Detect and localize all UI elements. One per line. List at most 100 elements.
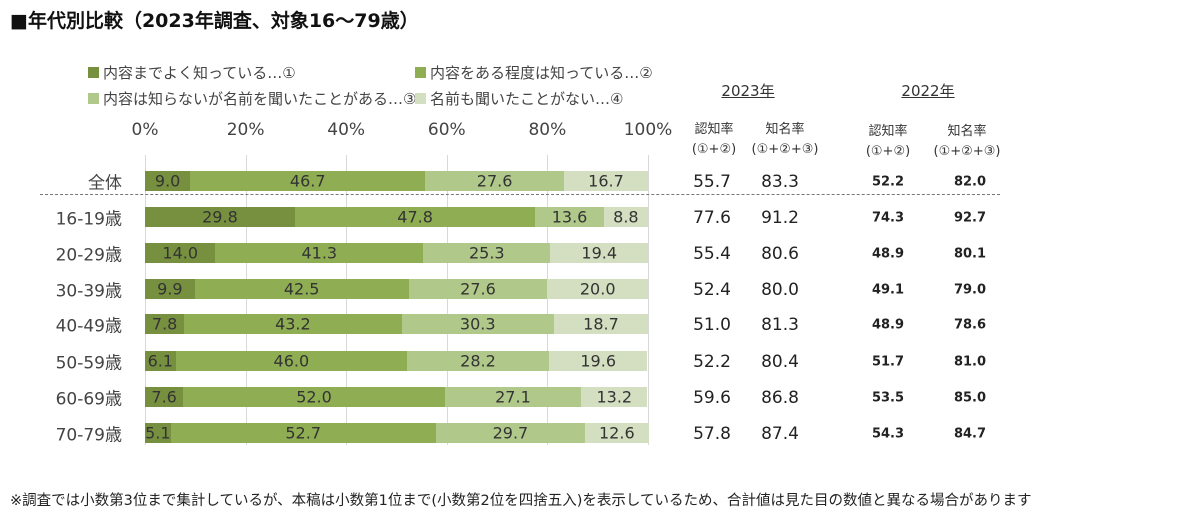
- data-label: 29.8: [202, 207, 238, 227]
- table-value: 52.4: [693, 280, 731, 300]
- bar-segment: [401, 314, 554, 334]
- gridline: [145, 155, 146, 445]
- header-awareness-sub-2023: (①+②+③): [751, 142, 819, 157]
- gridline: [245, 155, 247, 445]
- table-value: 85.0: [953, 390, 987, 406]
- legend-item-3: 内容は知らないが名前を聞いたことがある…③: [88, 88, 416, 109]
- table-value: 78.6: [953, 317, 987, 333]
- table-value: 55.7: [693, 172, 731, 192]
- bar-segment: [145, 243, 216, 263]
- table-value: 52.2: [871, 174, 905, 190]
- category-label: 全体: [88, 173, 122, 194]
- category-label: 30-39歳: [55, 281, 122, 302]
- header-recognition-2022: 認知率: [868, 124, 908, 139]
- x-tick-label: 100%: [623, 120, 673, 140]
- legend-label: 内容までよく知っている…①: [103, 64, 296, 82]
- data-label: 42.5: [283, 279, 320, 299]
- page-title: ■年代別比較（2023年調査、対象16〜79歳）: [10, 10, 419, 32]
- bar-segment: [550, 243, 648, 263]
- data-label: 16.7: [588, 171, 624, 191]
- table-value: 48.9: [871, 246, 905, 262]
- table-value: 57.8: [693, 424, 731, 444]
- bar-segment: [145, 171, 191, 191]
- category-label: 16-19歳: [55, 209, 122, 230]
- header-awareness-sub-2022: (①+②+③): [933, 144, 1001, 159]
- data-label: 43.2: [275, 314, 311, 334]
- data-label: 47.8: [397, 207, 433, 227]
- category-label: 40-49歳: [55, 316, 122, 337]
- table-value: 51.0: [693, 315, 731, 335]
- table-value: 59.6: [693, 388, 731, 408]
- table-value: 79.0: [953, 282, 987, 298]
- table-value: 51.7: [871, 354, 905, 370]
- data-label: 9.0: [154, 171, 181, 191]
- legend-label: 内容をある程度は知っている…②: [430, 64, 653, 82]
- table-value: 80.1: [953, 246, 987, 262]
- table-value: 91.2: [761, 208, 799, 228]
- category-label: 20-29歳: [55, 245, 122, 266]
- gridline: [648, 155, 649, 445]
- gridline: [547, 155, 549, 445]
- bar-segment: [183, 387, 445, 407]
- data-label: 18.7: [583, 314, 619, 334]
- data-label: 7.6: [151, 387, 177, 407]
- category-label: 50-59歳: [55, 353, 122, 374]
- data-label: 19.4: [581, 243, 618, 263]
- bar-segment: [175, 351, 408, 371]
- legend-swatch: [415, 93, 426, 104]
- bar-segment: [603, 207, 648, 227]
- x-tick-label: 60%: [427, 120, 466, 140]
- table-value: 74.3: [871, 210, 905, 226]
- table-value: 77.6: [693, 208, 731, 228]
- legend-item-2: 内容をある程度は知っている…②: [415, 62, 653, 83]
- data-label: 41.3: [301, 243, 338, 263]
- x-tick-label: 0%: [131, 120, 159, 140]
- table-value: 83.3: [761, 172, 799, 192]
- bar-segment: [535, 207, 604, 227]
- table-value: 82.0: [953, 174, 987, 190]
- bar-segment: [145, 387, 184, 407]
- table-value: 81.3: [761, 315, 799, 335]
- data-label: 9.9: [157, 279, 183, 299]
- table-value: 86.8: [761, 388, 799, 408]
- bar-segment: [553, 314, 648, 334]
- data-label: 46.0: [273, 351, 310, 371]
- data-label: 14.0: [162, 243, 199, 263]
- header-recognition-2023: 認知率: [694, 122, 734, 137]
- data-label: 7.8: [151, 314, 178, 334]
- x-tick-label: 40%: [327, 120, 366, 140]
- gridline: [446, 155, 448, 445]
- bar-segment: [215, 243, 424, 263]
- legend-swatch: [88, 93, 99, 104]
- data-label: 12.6: [599, 423, 635, 443]
- bar-segment: [145, 314, 185, 334]
- legend-label: 内容は知らないが名前を聞いたことがある…③: [103, 90, 417, 108]
- table-value: 48.9: [871, 317, 905, 333]
- bar-segment: [547, 279, 648, 299]
- bar-segment: [548, 351, 648, 371]
- table-value: 92.7: [953, 210, 987, 226]
- table-value: 80.6: [761, 244, 799, 264]
- bar-segment: [145, 207, 295, 227]
- table-value: 49.1: [871, 282, 905, 298]
- header-recognition-sub-2023: (①+②): [691, 142, 737, 157]
- x-tick-label: 80%: [528, 120, 567, 140]
- table-value: 87.4: [761, 424, 799, 444]
- table-value: 80.0: [761, 280, 799, 300]
- data-label: 8.8: [613, 207, 639, 227]
- data-label: 52.0: [296, 387, 332, 407]
- data-label: 5.1: [145, 423, 171, 443]
- legend-swatch: [88, 67, 99, 78]
- data-label: 13.2: [596, 387, 633, 407]
- bar-segment: [435, 423, 586, 443]
- bar-segment: [423, 243, 551, 263]
- category-label: 70-79歳: [55, 425, 122, 446]
- data-label: 27.1: [495, 387, 531, 407]
- x-tick-label: 20%: [226, 120, 265, 140]
- header-awareness-2022: 知名率: [947, 124, 987, 139]
- footnote: ※調査では小数第3位まで集計しているが、本稿は小数第1位まで(小数第2位を四捨五…: [10, 493, 1032, 509]
- bar-segment: [194, 279, 409, 299]
- data-label: 29.7: [492, 423, 529, 443]
- data-label: 6.1: [147, 351, 174, 371]
